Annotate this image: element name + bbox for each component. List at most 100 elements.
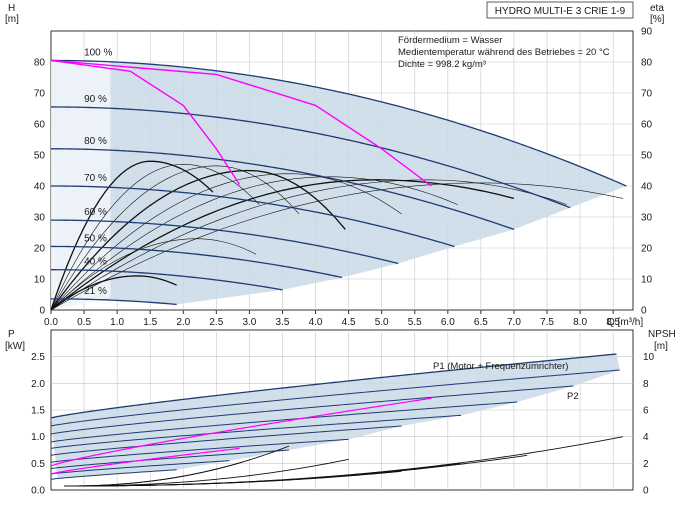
npsh-tick-label: 8 — [643, 379, 649, 390]
efficiency-curve — [50, 238, 257, 311]
power-curve — [50, 369, 620, 427]
speed-curve — [50, 245, 343, 279]
y-left-tick-label: 10 — [34, 275, 46, 286]
y-left-tick-label: 20 — [34, 244, 46, 255]
p-tick-label: 1.5 — [31, 406, 45, 417]
npsh-curve — [64, 461, 243, 487]
npsh-tick-label: 0 — [643, 486, 649, 497]
speed-curve-label: 60 % — [84, 207, 107, 218]
p-axis-unit: [kW] — [5, 341, 25, 352]
power-curve — [50, 401, 518, 443]
y-right-tick-label: 10 — [641, 275, 653, 286]
x-tick-label: 0.5 — [77, 317, 91, 328]
y-left-tick-label: 60 — [34, 120, 46, 131]
x-tick-label: 4.0 — [309, 317, 323, 328]
y-left-tick-label: 0 — [39, 306, 45, 317]
x-tick-label: 2.5 — [209, 317, 223, 328]
x-tick-label: 8.0 — [573, 317, 587, 328]
p2-annotation: P2 — [567, 391, 579, 402]
power-curve — [50, 469, 177, 480]
npsh-curve — [64, 458, 349, 487]
p-tick-label: 2.0 — [31, 379, 45, 390]
fluid-note: Fördermedium = Wasser — [398, 35, 502, 46]
efficiency-curve — [50, 160, 214, 311]
speed-curve — [50, 59, 627, 187]
power-curve — [50, 414, 462, 449]
power-curve — [50, 425, 402, 456]
power-curve — [50, 460, 230, 475]
p-tick-label: 0.5 — [31, 459, 45, 470]
speed-curve-label: 21 % — [84, 286, 107, 297]
npsh-axis-title: NPSH — [648, 329, 676, 340]
speed-curve — [50, 219, 399, 265]
fluid-note: Medientemperatur während des Betriebes =… — [398, 47, 610, 58]
x-tick-label: 5.5 — [408, 317, 422, 328]
y-right-axis-title: eta — [650, 3, 664, 14]
x-tick-label: 0.0 — [44, 317, 58, 328]
y-left-axis-title: H — [8, 3, 15, 14]
x-tick-label: 2.0 — [176, 317, 190, 328]
p-tick-label: 2.5 — [31, 352, 45, 363]
power-region — [51, 354, 620, 479]
p-tick-label: 1.0 — [31, 432, 45, 443]
y-left-axis-unit: [m] — [5, 14, 19, 25]
p1-annotation: P1 (Motor + Frequenzumrichter) — [433, 361, 568, 372]
x-axis-label: Q [m³/h] — [607, 317, 643, 328]
y-right-tick-label: 40 — [641, 182, 653, 193]
y-right-tick-label: 30 — [641, 213, 653, 224]
x-tick-label: 4.5 — [342, 317, 356, 328]
power-limit-curve — [50, 447, 240, 475]
y-left-tick-label: 40 — [34, 182, 46, 193]
speed-curve — [50, 106, 571, 209]
y-right-tick-label: 20 — [641, 244, 653, 255]
efficiency-curve — [50, 182, 624, 311]
power-limit-curve — [50, 59, 432, 187]
speed-curve-label: 80 % — [84, 136, 107, 147]
y-right-tick-label: 0 — [641, 306, 647, 317]
speed-curve — [50, 298, 177, 306]
x-tick-label: 7.0 — [507, 317, 521, 328]
speed-curve-label: 90 % — [84, 94, 107, 105]
npsh-tick-label: 6 — [643, 406, 649, 417]
efficiency-curve — [50, 179, 567, 311]
power-curve — [50, 449, 290, 470]
efficiency-curve — [50, 169, 346, 311]
x-tick-label: 5.0 — [375, 317, 389, 328]
npsh-tick-label: 2 — [643, 459, 649, 470]
y-left-tick-label: 50 — [34, 151, 46, 162]
npsh-tick-label: 4 — [643, 432, 649, 443]
npsh-tick-label: 10 — [643, 352, 655, 363]
power-curve — [50, 438, 349, 463]
x-tick-label: 1.0 — [110, 317, 124, 328]
x-tick-label: 3.5 — [276, 317, 290, 328]
x-tick-label: 7.5 — [540, 317, 554, 328]
npsh-curve — [64, 470, 402, 487]
efficiency-curve — [50, 173, 402, 311]
efficiency-curve — [50, 164, 260, 311]
speed-curve-label: 40 % — [84, 257, 107, 268]
y-right-tick-label: 60 — [641, 120, 653, 131]
y-right-tick-label: 80 — [641, 58, 653, 69]
x-tick-label: 3.0 — [242, 317, 256, 328]
speed-curve-label: 70 % — [84, 173, 107, 184]
power-limit-curve — [50, 59, 241, 185]
x-tick-label: 6.5 — [474, 317, 488, 328]
speed-curve-label: 100 % — [84, 47, 112, 58]
x-tick-label: 8.5 — [606, 317, 620, 328]
x-tick-label: 6.0 — [441, 317, 455, 328]
y-right-tick-label: 90 — [641, 27, 653, 38]
y-left-tick-label: 30 — [34, 213, 46, 224]
efficiency-curve — [50, 275, 177, 311]
power-curve — [50, 385, 574, 435]
npsh-axis-unit: [m] — [654, 341, 668, 352]
title-box — [486, 1, 634, 19]
fluid-note: Dichte = 998.2 kg/m³ — [398, 59, 486, 70]
power-curve — [50, 353, 617, 419]
speed-curve-label: 50 % — [84, 233, 107, 244]
speed-curve — [50, 269, 283, 291]
p-axis-title: P — [8, 329, 15, 340]
efficiency-curve — [50, 176, 458, 311]
y-left-tick-label: 70 — [34, 89, 46, 100]
